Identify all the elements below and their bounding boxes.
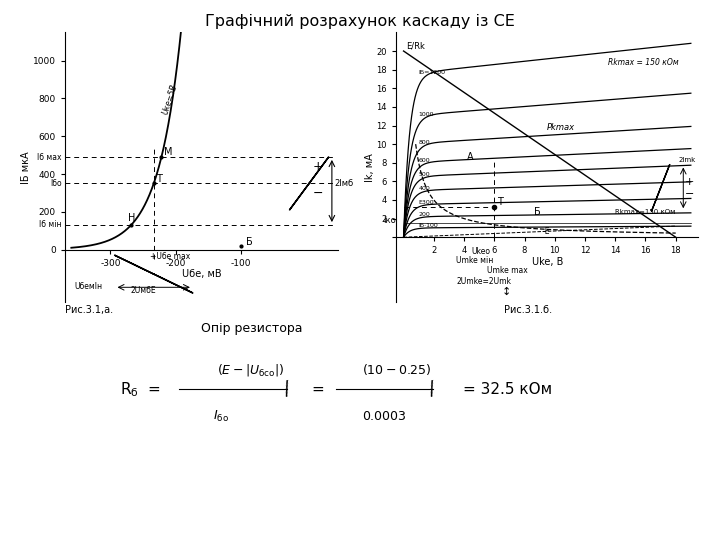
Text: 2Umke=2Umk: 2Umke=2Umk xyxy=(456,277,511,286)
Text: Опір резистора: Опір резистора xyxy=(202,322,302,335)
Text: UбемIн: UбемIн xyxy=(75,282,103,291)
Text: IБ·100: IБ·100 xyxy=(419,222,438,227)
Text: +Uбе max: +Uбе max xyxy=(150,252,191,261)
Text: +: + xyxy=(685,177,694,187)
X-axis label: Uбе, мВ: Uбе, мВ xyxy=(181,269,222,279)
Text: M: M xyxy=(164,147,173,157)
Text: 2UмбЕ: 2UмбЕ xyxy=(131,286,156,295)
Text: 800: 800 xyxy=(419,140,431,145)
Text: 600: 600 xyxy=(419,158,431,163)
Text: E300: E300 xyxy=(419,200,434,205)
Text: Рис.3.1,а.: Рис.3.1,а. xyxy=(65,305,113,315)
Text: Iко: Iко xyxy=(383,216,396,225)
Text: A: A xyxy=(467,152,474,162)
Text: 500: 500 xyxy=(419,172,431,177)
Text: 200: 200 xyxy=(419,212,431,217)
Text: −: − xyxy=(312,187,323,200)
Text: = 32.5 кОм: = 32.5 кОм xyxy=(463,382,552,397)
Text: IБ=1200: IБ=1200 xyxy=(419,70,446,76)
Text: /: / xyxy=(282,379,293,399)
Text: T: T xyxy=(156,173,162,184)
Text: Ukeo: Ukeo xyxy=(472,247,490,256)
X-axis label: Uke, В: Uke, В xyxy=(531,256,563,267)
Text: 1000: 1000 xyxy=(419,112,434,117)
Text: 2Imk: 2Imk xyxy=(679,157,696,163)
Text: 400: 400 xyxy=(419,186,431,191)
Text: Rkmax=150 кОм: Rkmax=150 кОм xyxy=(615,209,675,215)
Text: $I_{\text{бо}}$: $I_{\text{бо}}$ xyxy=(213,409,229,424)
Y-axis label: Ik, мА: Ik, мА xyxy=(365,153,375,182)
Text: $0.0003$: $0.0003$ xyxy=(362,410,407,423)
Text: =: = xyxy=(311,382,324,397)
Text: 2Імб: 2Імб xyxy=(335,179,354,188)
Text: Iбо: Iбо xyxy=(50,179,61,188)
Text: +: + xyxy=(312,160,323,173)
Text: Б: Б xyxy=(246,238,253,247)
Text: Графічний розрахунок каскаду із СЕ: Графічний розрахунок каскаду із СЕ xyxy=(205,14,515,29)
Text: ↕: ↕ xyxy=(502,287,511,297)
Text: Pkmax: Pkmax xyxy=(547,123,575,132)
Text: $(E - |U_{\text{бсо}}|)$: $(E - |U_{\text{бсо}}|)$ xyxy=(217,362,285,378)
Y-axis label: IБ мкА: IБ мкА xyxy=(22,151,32,184)
Text: Рис.3.1.б.: Рис.3.1.б. xyxy=(504,305,552,315)
Text: −: − xyxy=(685,189,694,199)
Text: Uке=5B: Uке=5B xyxy=(161,83,179,116)
Text: Б: Б xyxy=(534,207,541,217)
Text: E/Rk: E/Rk xyxy=(407,41,426,50)
Text: /: / xyxy=(427,379,438,399)
Text: H: H xyxy=(128,213,135,223)
Text: $\mathrm{R}_\mathrm{б}$  =: $\mathrm{R}_\mathrm{б}$ = xyxy=(120,380,161,399)
Text: $(10 - 0.25)$: $(10 - 0.25)$ xyxy=(361,362,431,377)
Text: Umke max: Umke max xyxy=(487,266,528,275)
Text: Iб мін: Iб мін xyxy=(39,220,61,230)
Text: -E: -E xyxy=(543,227,550,237)
Text: Umke мін: Umke мін xyxy=(456,256,494,265)
Text: Iб мах: Iб мах xyxy=(37,152,61,161)
Text: T: T xyxy=(497,197,503,207)
Text: Rkmax = 150 кОм: Rkmax = 150 кОм xyxy=(608,58,678,67)
